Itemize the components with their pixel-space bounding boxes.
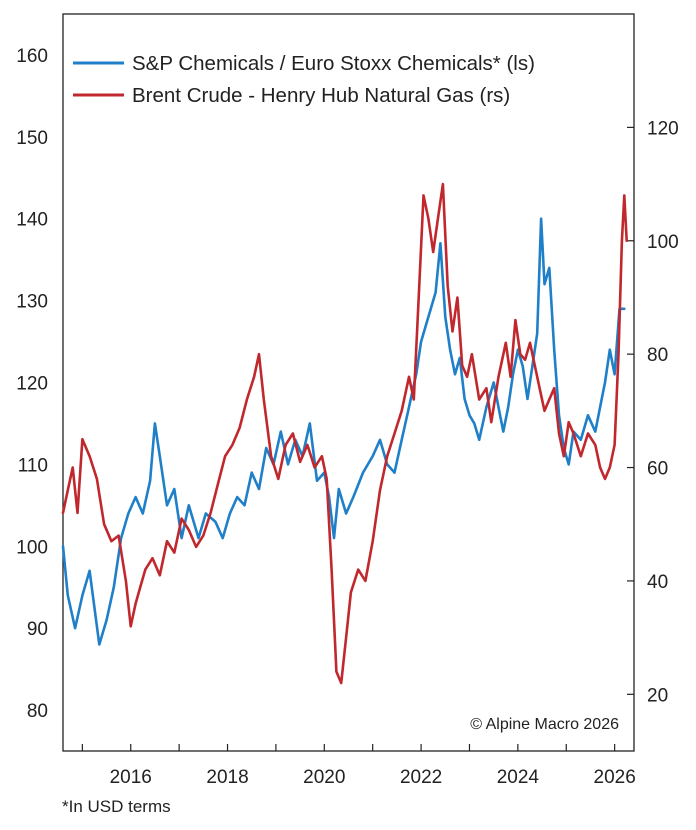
left-tick-label-110: 110: [18, 455, 48, 476]
x-tick-label-2020: 2020: [303, 767, 345, 788]
left-tick-label-100: 100: [16, 537, 48, 558]
right-axis: 20 40 60 80 100 120: [627, 118, 679, 706]
series-line-chemicals: [61, 217, 626, 646]
legend: S&P Chemicals / Euro Stoxx Chemicals* (l…: [73, 52, 535, 107]
legend-label-chemicals: S&P Chemicals / Euro Stoxx Chemicals* (l…: [132, 52, 535, 75]
left-tick-label-150: 150: [16, 128, 48, 149]
x-tick-label-2024: 2024: [497, 767, 540, 788]
right-tick-label-20: 20: [647, 685, 668, 706]
right-tick-label-100: 100: [647, 232, 679, 253]
left-tick-label-80: 80: [27, 701, 48, 722]
series-line-spread: [61, 182, 628, 685]
right-tick-label-40: 40: [647, 572, 668, 593]
x-tick-label-2026: 2026: [594, 767, 636, 788]
left-tick-label-90: 90: [27, 619, 48, 640]
left-tick-label-140: 140: [16, 210, 48, 231]
series-layer: [61, 182, 628, 685]
left-axis: 80 90 100 110 120 130 140 150 160: [16, 46, 48, 722]
x-axis: 2016 2018 2020 2022 2024 2026: [81, 744, 636, 788]
left-tick-label-120: 120: [16, 374, 48, 395]
x-tick-label-2022: 2022: [400, 767, 442, 788]
copyright-label: © Alpine Macro 2026: [470, 716, 619, 733]
left-tick-label-160: 160: [16, 46, 48, 67]
plot-frame: [62, 13, 635, 752]
right-tick-label-120: 120: [647, 118, 679, 139]
right-tick-label-60: 60: [647, 459, 668, 480]
legend-label-spread: Brent Crude - Henry Hub Natural Gas (rs): [132, 84, 510, 107]
right-tick-label-80: 80: [647, 345, 668, 366]
footnote: *In USD terms: [62, 797, 171, 816]
left-tick-label-130: 130: [16, 292, 48, 313]
x-tick-label-2016: 2016: [110, 767, 152, 788]
x-tick-label-2018: 2018: [206, 767, 248, 788]
